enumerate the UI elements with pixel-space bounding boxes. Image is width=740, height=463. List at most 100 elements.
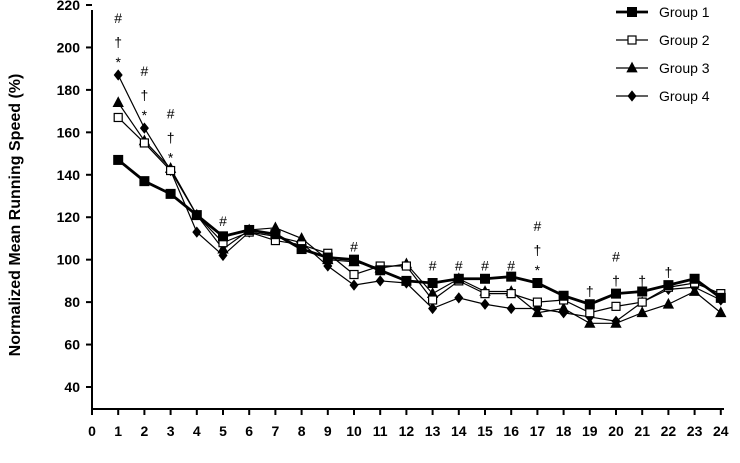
y-tick-label: 40 bbox=[64, 379, 80, 395]
legend-label: Group 4 bbox=[659, 88, 710, 104]
legend-marker bbox=[627, 7, 637, 17]
series-line bbox=[117, 102, 722, 324]
data-point bbox=[636, 306, 648, 318]
x-tick-label: 2 bbox=[141, 423, 149, 439]
data-point bbox=[401, 275, 412, 286]
data-point bbox=[532, 278, 543, 289]
data-point bbox=[139, 176, 150, 187]
y-tick-label: 160 bbox=[57, 124, 81, 140]
x-tick-label: 18 bbox=[556, 423, 572, 439]
data-point bbox=[349, 254, 359, 265]
legend-item: Group 3 bbox=[616, 60, 710, 76]
x-ticks: 0 1 2 3 4 5 6 7 8 9 10 11 12 13 14 15 16 17 18 19 20 21 22 23 24 bbox=[88, 409, 729, 439]
x-tick-label: 8 bbox=[298, 423, 306, 439]
significance-marker: # bbox=[167, 105, 175, 121]
y-tick-label: 200 bbox=[57, 39, 81, 55]
data-point bbox=[480, 298, 490, 310]
legend-marker bbox=[627, 90, 637, 102]
data-point bbox=[557, 302, 570, 313]
data-point bbox=[112, 96, 124, 108]
data-point bbox=[688, 285, 701, 296]
legend-item: Group 2 bbox=[616, 32, 710, 48]
y-tick-label: 140 bbox=[57, 167, 81, 183]
y-tick-label: 120 bbox=[57, 209, 81, 225]
data-point bbox=[375, 275, 385, 287]
significance-marker: # bbox=[429, 258, 437, 274]
x-tick-label: 15 bbox=[477, 423, 493, 439]
y-tick-label: 180 bbox=[57, 82, 81, 98]
data-point bbox=[506, 289, 516, 299]
data-point bbox=[532, 297, 543, 307]
x-tick-label: 16 bbox=[503, 423, 519, 439]
significance-marker: † bbox=[167, 129, 175, 145]
data-point bbox=[113, 112, 123, 123]
significance-marker: † bbox=[665, 264, 673, 280]
data-point bbox=[715, 292, 726, 303]
y-ticks: 40 60 80 100 120 140 160 180 200 220 bbox=[57, 0, 92, 395]
series-1 bbox=[113, 154, 726, 310]
data-point bbox=[270, 229, 281, 240]
significance-marker: # bbox=[350, 238, 358, 254]
legend-label: Group 1 bbox=[659, 4, 710, 20]
data-point bbox=[139, 122, 149, 134]
significance-marker: # bbox=[219, 213, 227, 229]
data-point bbox=[192, 226, 202, 238]
significance-marker: * bbox=[115, 54, 121, 70]
x-tick-label: 23 bbox=[687, 423, 703, 439]
legend: Group 1 Group 2 Group 3 Group 4 bbox=[616, 4, 710, 104]
data-point bbox=[427, 278, 438, 289]
x-tick-label: 13 bbox=[425, 423, 441, 439]
y-tick-label: 80 bbox=[64, 294, 80, 310]
x-tick-label: 20 bbox=[608, 423, 624, 439]
data-point bbox=[611, 301, 621, 311]
significance-marker: # bbox=[534, 218, 542, 234]
data-point bbox=[113, 154, 124, 165]
series-4 bbox=[113, 69, 726, 327]
data-point bbox=[637, 297, 647, 307]
data-point bbox=[401, 261, 411, 271]
significance-marker: † bbox=[534, 242, 542, 258]
data-point bbox=[480, 273, 490, 284]
significance-marker: # bbox=[455, 258, 463, 274]
series-line bbox=[117, 117, 722, 314]
data-point bbox=[244, 224, 255, 235]
data-point bbox=[191, 210, 202, 221]
x-tick-label: 10 bbox=[346, 423, 362, 439]
data-point bbox=[584, 299, 595, 310]
data-point bbox=[428, 295, 438, 305]
x-tick-label: 21 bbox=[634, 423, 650, 439]
data-point bbox=[322, 252, 333, 263]
x-tick-label: 7 bbox=[272, 423, 280, 439]
x-tick-label: 22 bbox=[661, 423, 677, 439]
y-tick-label: 220 bbox=[57, 0, 81, 13]
data-point bbox=[662, 297, 675, 309]
data-point bbox=[611, 288, 621, 299]
significance-marker: * bbox=[168, 149, 174, 165]
x-tick-label: 14 bbox=[451, 423, 467, 439]
legend-marker bbox=[626, 61, 638, 73]
legend-item: Group 1 bbox=[616, 4, 710, 20]
series-line bbox=[117, 74, 722, 322]
x-tick-label: 1 bbox=[114, 423, 122, 439]
y-tick-label: 60 bbox=[64, 337, 80, 353]
significance-marker: † bbox=[586, 283, 594, 299]
x-tick-label: 17 bbox=[530, 423, 546, 439]
data-point bbox=[637, 286, 648, 297]
significance-marker: † bbox=[114, 34, 122, 50]
data-point bbox=[584, 316, 596, 328]
x-tick-label: 6 bbox=[245, 423, 253, 439]
series-line bbox=[117, 158, 722, 306]
y-tick-label: 100 bbox=[57, 252, 81, 268]
x-tick-label: 4 bbox=[193, 423, 201, 439]
significance-marker: † bbox=[638, 272, 646, 288]
series-layer bbox=[112, 69, 727, 328]
data-point bbox=[349, 279, 359, 291]
data-point bbox=[585, 308, 595, 318]
significance-marker: # bbox=[507, 258, 515, 274]
data-point bbox=[139, 138, 149, 148]
data-point bbox=[506, 271, 517, 282]
significance-marker: # bbox=[141, 63, 149, 79]
significance-marker: # bbox=[612, 248, 620, 264]
